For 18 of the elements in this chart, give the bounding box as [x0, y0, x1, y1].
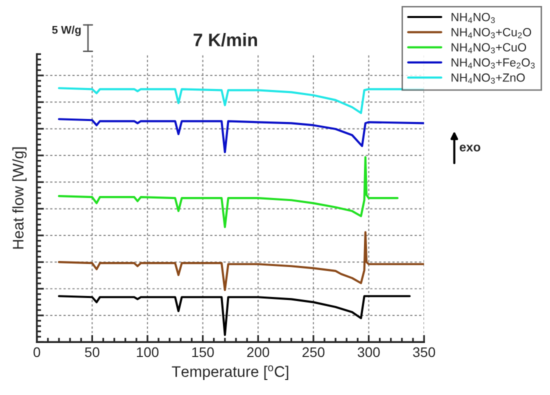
x-tick-label: 250 — [302, 347, 324, 358]
legend-label: NH$_{4}$NO$_{3}$+Cu$_{2}$O — [452, 28, 532, 38]
legend-label: NH$_{4}$NO$_{3}$+ZnO — [452, 73, 525, 84]
x-tick-label: 200 — [247, 347, 270, 358]
legend-label: NH$_{4}$NO$_{3}$ — [452, 12, 495, 24]
legend-label: NH$_{4}$NO$_{3}$+Fe$_{2}$O$_{3}$ — [452, 58, 535, 68]
text: 5 W/g — [52, 26, 81, 36]
x-tick-label: 350 — [412, 347, 436, 358]
x-tick-label: 100 — [136, 347, 159, 358]
x-tick-label: 0 — [34, 347, 40, 358]
chart-title: 7 K/min — [194, 33, 257, 47]
x-axis-title: Temperature [$^{o}$C] — [172, 365, 288, 380]
y-axis-title: Heat flow [W/g] — [12, 147, 27, 249]
x-tick-label: 300 — [358, 347, 380, 358]
legend-label: NH$_{4}$NO$_{3}$+CuO — [452, 43, 526, 54]
x-tick-label: 50 — [84, 347, 100, 358]
x-tick-label: 150 — [192, 347, 214, 358]
text: exo — [460, 144, 480, 152]
